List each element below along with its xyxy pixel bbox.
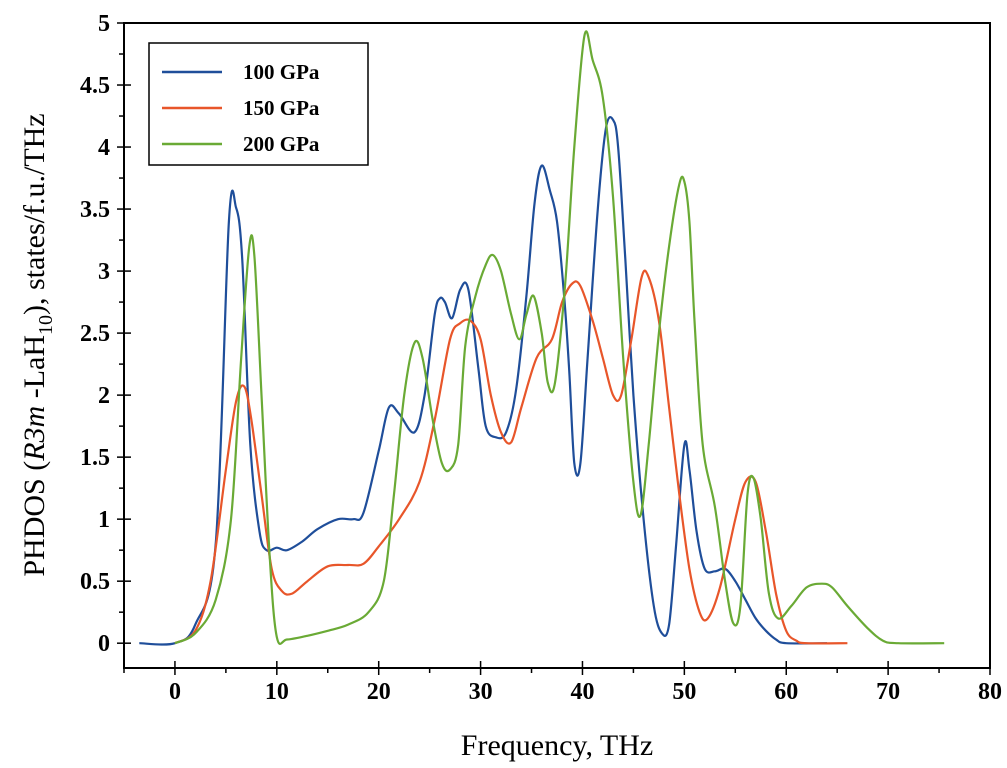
plot-frame (123, 22, 991, 669)
x-tick-label: 30 (469, 679, 493, 705)
y-tick-label: 0 (98, 631, 110, 657)
x-tick-label: 80 (978, 679, 1002, 705)
x-tick-label: 0 (169, 679, 181, 705)
x-tick-label: 60 (774, 679, 798, 705)
y-tick-label: 5 (98, 11, 110, 37)
legend-label-200gpa: 200 GPa (243, 132, 320, 156)
x-tick-label: 10 (265, 679, 289, 705)
y-tick-label: 1 (98, 507, 110, 533)
x-tick-label: 20 (367, 679, 391, 705)
x-tick-label: 50 (672, 679, 696, 705)
series-line-200gpa (174, 30, 945, 646)
series-line-100gpa (139, 116, 828, 646)
y-tick-label: 3.5 (80, 197, 110, 223)
series-lines (139, 30, 945, 646)
y-tick-label: 0.5 (80, 569, 110, 595)
y-tick-label: 4.5 (80, 73, 110, 99)
legend: 100 GPa 150 GPa 200 GPa (148, 42, 369, 166)
axis-ticks: 0 10 20 30 40 50 60 70 80 0 0.5 1 1.5 2 2.5 3 3.5 4 4.5 5 (80, 11, 1002, 705)
legend-label-100gpa: 100 GPa (243, 60, 320, 84)
y-axis-title-suffix: ), states/f.u./THz (18, 113, 51, 315)
series-line-150gpa (174, 269, 848, 645)
y-axis-title-prefix: PHDOS ( (18, 461, 51, 577)
y-axis-title: PHDOS (R3m -LaH10), states/f.u./THz (18, 113, 57, 576)
y-tick-label: 2.5 (80, 321, 110, 347)
y-tick-label: 3 (98, 259, 110, 285)
y-tick-label: 2 (98, 383, 110, 409)
x-tick-label: 70 (876, 679, 900, 705)
y-tick-label: 4 (98, 135, 110, 161)
y-axis-title-subscript: 10 (35, 315, 57, 335)
x-axis-title: Frequency, THz (461, 729, 653, 762)
y-tick-label: 1.5 (80, 445, 110, 471)
y-axis-title-italic: R3m (18, 406, 51, 462)
legend-label-150gpa: 150 GPa (243, 96, 320, 120)
y-axis-title-mid: -LaH (18, 335, 51, 406)
x-tick-label: 40 (570, 679, 594, 705)
